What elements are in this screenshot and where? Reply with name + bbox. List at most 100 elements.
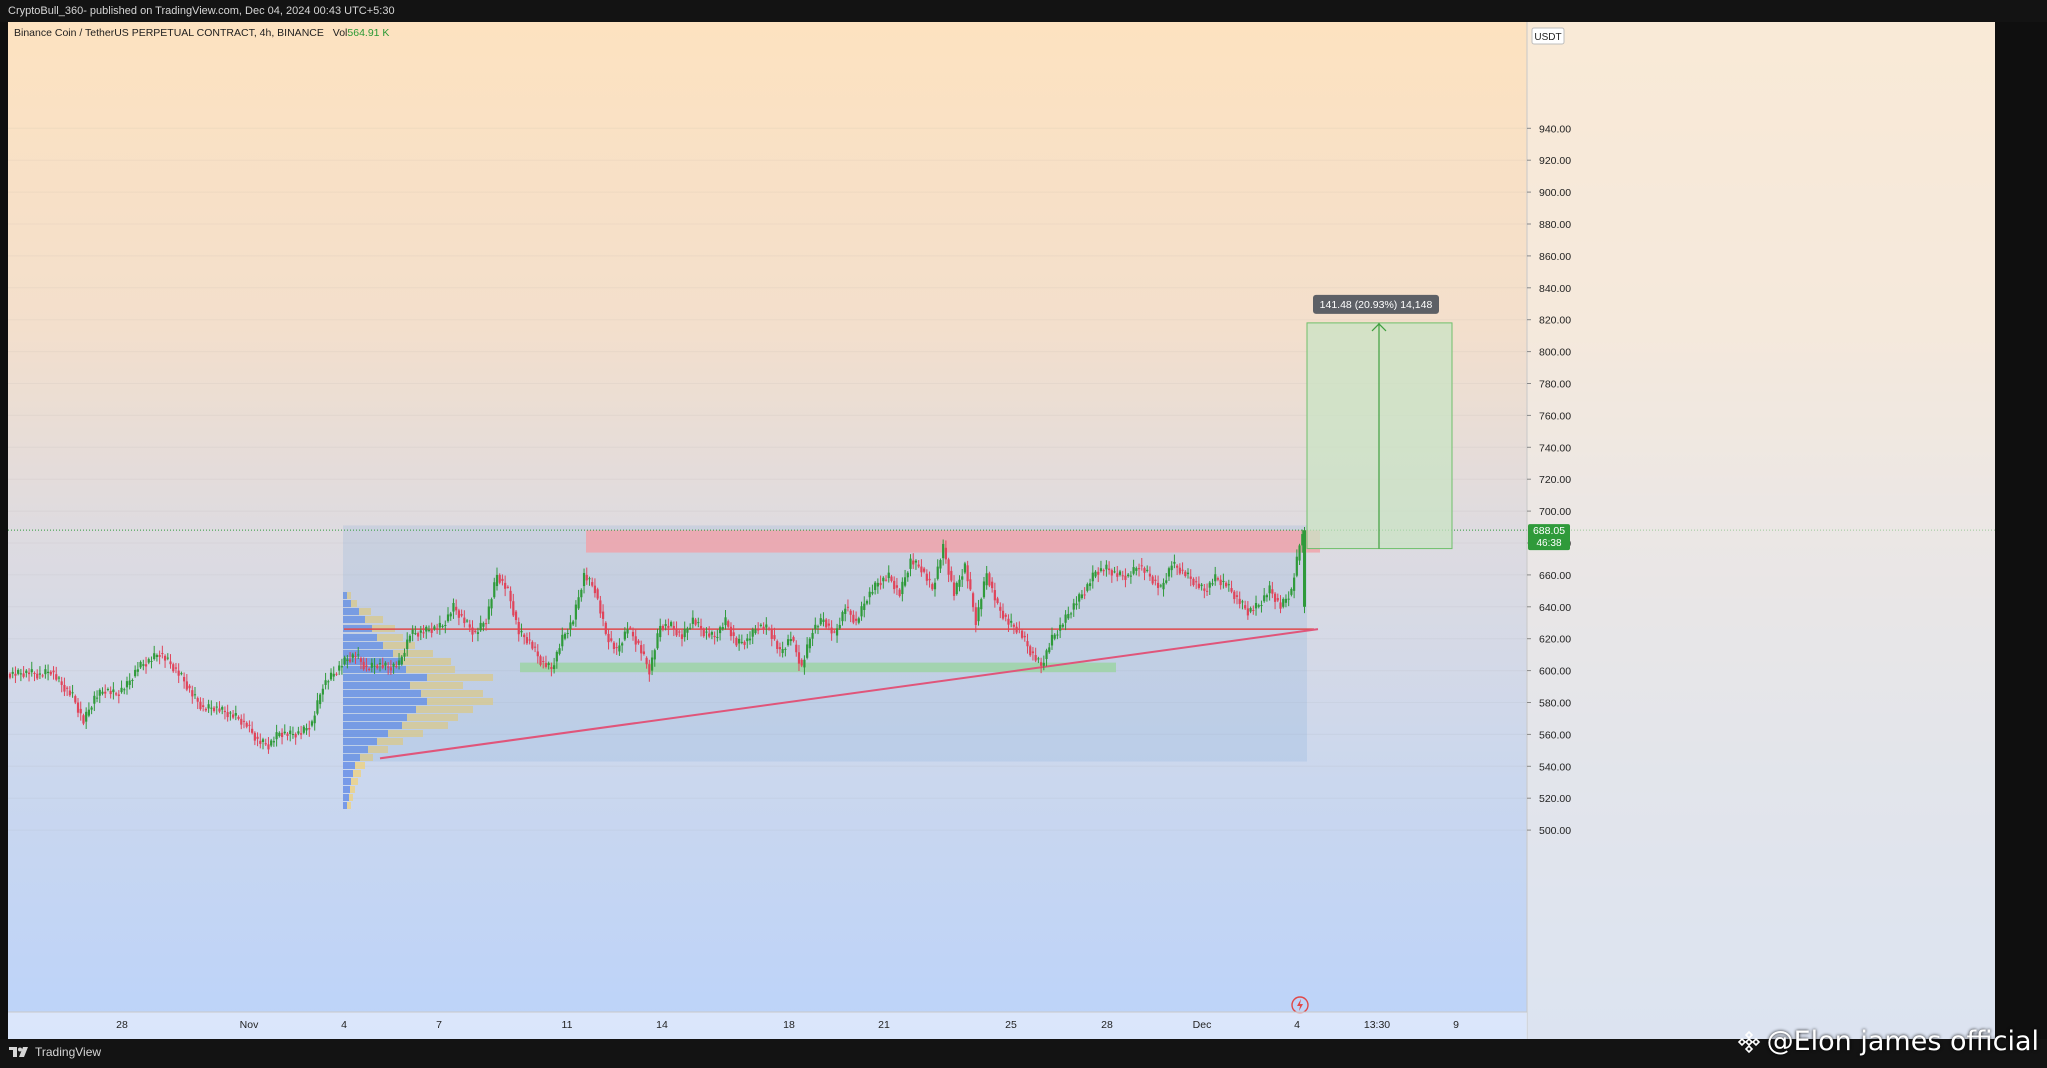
candle-body <box>561 635 563 646</box>
candle-body <box>1002 611 1004 619</box>
candle-body <box>131 680 133 681</box>
candle-body <box>637 641 639 643</box>
price-tick-label: 800.00 <box>1539 347 1571 359</box>
candle-body <box>420 630 422 632</box>
candle-body <box>461 614 463 616</box>
candle-body <box>986 573 988 585</box>
candle-body <box>501 579 503 581</box>
candle-body <box>357 654 359 655</box>
time-tick-label: 14 <box>656 1019 668 1031</box>
candle-body <box>790 639 792 641</box>
candle-body <box>1157 583 1159 588</box>
candle-body <box>409 636 411 642</box>
candle-body <box>714 636 716 637</box>
price-chart[interactable]: 141.48 (20.93%) 14,148 USDT 940.00 920.00 9… <box>8 22 1995 1039</box>
candle-body <box>1032 651 1034 653</box>
volume-profile-bar <box>353 770 361 777</box>
candle-body <box>104 692 106 694</box>
price-tick-label: 580.00 <box>1539 698 1571 710</box>
candle-body <box>183 677 185 681</box>
candle-body <box>1062 625 1064 627</box>
candle-body <box>1021 631 1023 638</box>
candle-body <box>39 673 41 674</box>
candle-body <box>888 573 890 578</box>
candle-body <box>1084 594 1086 595</box>
candle-body <box>958 580 960 587</box>
tradingview-logo[interactable]: TradingView <box>8 1045 101 1059</box>
candle-body <box>1184 572 1186 576</box>
candle-body <box>771 629 773 639</box>
candle-body <box>678 632 680 633</box>
candle-body <box>610 638 612 640</box>
candle-body <box>311 721 313 725</box>
candle-body <box>983 581 985 597</box>
chart-pane[interactable]: 141.48 (20.93%) 14,148 USDT 940.00 920.00 9… <box>8 22 1995 1039</box>
candle-body <box>31 669 33 672</box>
volume-profile-bar <box>343 794 349 801</box>
target-measure: 141.48 (20.93%) 14,148 <box>1307 295 1452 549</box>
candle-body <box>150 661 152 662</box>
candle-body <box>254 733 256 741</box>
candle-body <box>439 623 441 628</box>
candle-body <box>1130 576 1132 577</box>
candle-body <box>931 584 933 589</box>
candle-body <box>635 636 637 644</box>
candle-body <box>450 613 452 616</box>
candle-body <box>722 627 724 629</box>
candle-body <box>877 583 879 587</box>
candle-body <box>991 582 993 588</box>
candle-body <box>1105 565 1107 570</box>
candle-body <box>110 691 112 694</box>
candle-body <box>197 698 199 702</box>
publish-info: CryptoBull_360- published on TradingView… <box>0 5 395 17</box>
candle-body <box>616 647 618 648</box>
candle-body <box>1048 647 1050 652</box>
candle-body <box>738 639 740 644</box>
candle-body <box>178 671 180 676</box>
candle-body <box>980 599 982 609</box>
candle-body <box>1016 627 1018 633</box>
candle-body <box>267 744 269 749</box>
candle-body <box>1113 571 1115 572</box>
volume-profile-bar <box>343 786 350 793</box>
candle-body <box>659 626 661 637</box>
volume-profile-bar <box>343 762 355 769</box>
candle-body <box>210 708 212 709</box>
candle-body <box>458 610 460 617</box>
candle-body <box>594 586 596 593</box>
candle-body <box>1092 573 1094 582</box>
candle-body <box>795 645 797 653</box>
candle-body <box>539 656 541 665</box>
candle-body <box>907 573 909 578</box>
candle-body <box>208 704 210 708</box>
candle-body <box>1296 557 1298 576</box>
candle-body <box>319 695 321 705</box>
candle-body <box>88 710 90 716</box>
candle-body <box>1143 568 1145 573</box>
candle-body <box>1005 615 1007 617</box>
price-tick-label: 640.00 <box>1539 602 1571 614</box>
time-tick-label: 11 <box>562 1019 573 1031</box>
candle-body <box>91 708 93 710</box>
candle-body <box>1236 595 1238 597</box>
candle-body <box>47 672 49 673</box>
candle-body <box>961 576 963 579</box>
candle-body <box>36 674 38 679</box>
candle-body <box>474 631 476 632</box>
candle-body <box>382 665 384 668</box>
candle-body <box>705 632 707 633</box>
candle-body <box>1192 579 1194 585</box>
watermark-text: @Elon james official <box>1767 1026 2039 1057</box>
candle-body <box>390 667 392 670</box>
candle-body <box>1135 568 1137 571</box>
price-tick-label: 560.00 <box>1539 729 1571 741</box>
candle-body <box>387 667 389 668</box>
resistance-zone <box>586 530 1320 552</box>
candle-body <box>523 635 525 637</box>
candle-body <box>999 607 1001 611</box>
time-tick-label: 4 <box>1294 1019 1300 1031</box>
candle-body <box>1026 641 1028 646</box>
candle-body <box>915 561 917 563</box>
candle-body <box>142 664 144 666</box>
candle-body <box>909 559 911 569</box>
